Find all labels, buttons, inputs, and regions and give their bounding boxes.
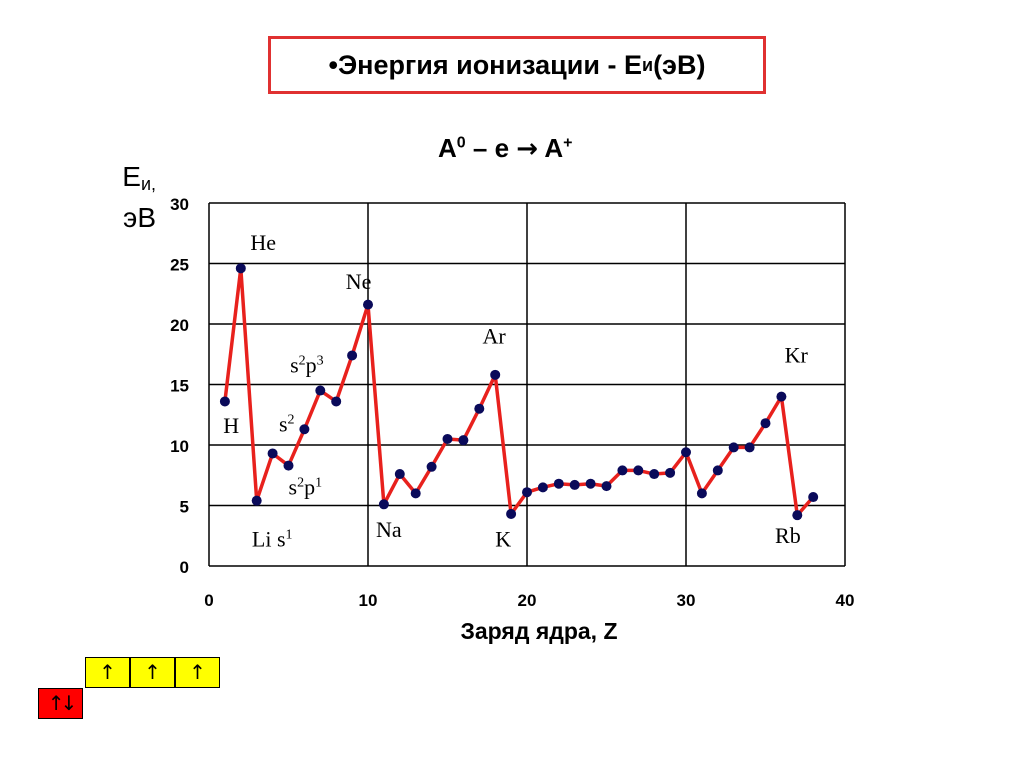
data-point: [585, 478, 596, 489]
ylabel-unit: эВ: [123, 202, 156, 233]
data-point: [219, 396, 230, 407]
orbital-cell-p: ↑: [85, 657, 130, 688]
data-point: [299, 424, 310, 435]
annotation-label: He: [250, 230, 276, 255]
title-prefix: •: [328, 49, 338, 80]
x-tick-label: 20: [518, 591, 537, 610]
data-point: [458, 435, 469, 446]
data-point: [522, 487, 532, 498]
title-subscript: и: [641, 54, 654, 75]
x-tick-label: 30: [677, 591, 696, 610]
ylabel-sub: и,: [140, 174, 156, 194]
data-point: [474, 403, 485, 414]
data-point: [617, 465, 628, 476]
annotation-label: Li s1: [252, 527, 293, 552]
eq-sup1: +: [563, 134, 573, 152]
annotation-label: Rb: [775, 523, 801, 548]
data-point: [776, 391, 787, 402]
data-point: [633, 465, 644, 476]
data-point: [267, 448, 278, 459]
x-axis-label: Заряд ядра, Z: [460, 618, 617, 644]
annotation-label: Na: [376, 517, 402, 542]
annotation-label: Ar: [482, 323, 506, 348]
y-tick-label: 10: [170, 437, 189, 456]
title-suffix: (эВ): [653, 49, 706, 80]
annotation-label: s2p3: [290, 352, 324, 377]
data-point: [553, 478, 564, 489]
data-point: [506, 508, 517, 519]
x-tick-label: 10: [359, 591, 378, 610]
data-point: [378, 499, 389, 510]
data-point: [283, 460, 294, 471]
data-point: [760, 418, 771, 429]
data-point: [569, 479, 580, 490]
orbital-cell-p: ↑: [175, 657, 220, 688]
data-point: [792, 510, 803, 521]
y-tick-label: 25: [170, 256, 189, 275]
data-point: [696, 488, 707, 499]
data-point: [490, 369, 501, 380]
data-point: [426, 461, 437, 472]
data-point: [649, 469, 660, 480]
y-tick-label: 5: [180, 498, 189, 517]
data-point: [363, 299, 373, 310]
data-point: [331, 396, 342, 407]
y-axis-label: Eи, эВ: [100, 160, 156, 235]
annotation-label: s2: [279, 412, 295, 437]
annotation-label: H: [223, 413, 239, 438]
data-point: [808, 492, 819, 503]
data-point: [601, 481, 612, 492]
data-point: [681, 447, 691, 458]
data-point: [315, 385, 326, 396]
data-point: [744, 442, 755, 453]
y-tick-label: 20: [170, 316, 189, 335]
data-point: [394, 469, 405, 480]
annotation-label: K: [495, 527, 511, 552]
annotation-label: Kr: [785, 343, 809, 368]
eq-a: A: [438, 133, 457, 163]
data-point: [442, 433, 453, 444]
annotation-label: s2p1: [289, 475, 323, 500]
title: Энергия ионизации - E: [337, 49, 642, 80]
x-tick-label: 0: [204, 591, 213, 610]
reaction-equation: A0 – e → A+: [438, 133, 572, 164]
data-point: [347, 350, 358, 361]
orbital-cell-s: ↑↓: [38, 688, 83, 719]
annotation-label: Ne: [346, 269, 372, 294]
y-tick-label: 0: [180, 558, 189, 577]
orbital-cell-p: ↑: [130, 657, 175, 688]
data-point: [712, 465, 723, 476]
y-tick-label: 15: [170, 377, 189, 396]
data-point: [537, 482, 548, 493]
x-tick-label: 40: [836, 591, 855, 610]
ylabel-e: E: [122, 161, 141, 192]
eq-mid: – e: [465, 133, 517, 163]
data-point: [728, 442, 739, 453]
data-point: [410, 488, 421, 499]
data-point: [235, 263, 246, 274]
eq-arrow: →: [516, 134, 539, 164]
data-point: [251, 495, 262, 506]
data-point: [665, 467, 676, 478]
y-tick-label: 30: [170, 195, 189, 214]
eq-sup0: 0: [456, 134, 466, 152]
eq-end: A: [538, 133, 564, 163]
